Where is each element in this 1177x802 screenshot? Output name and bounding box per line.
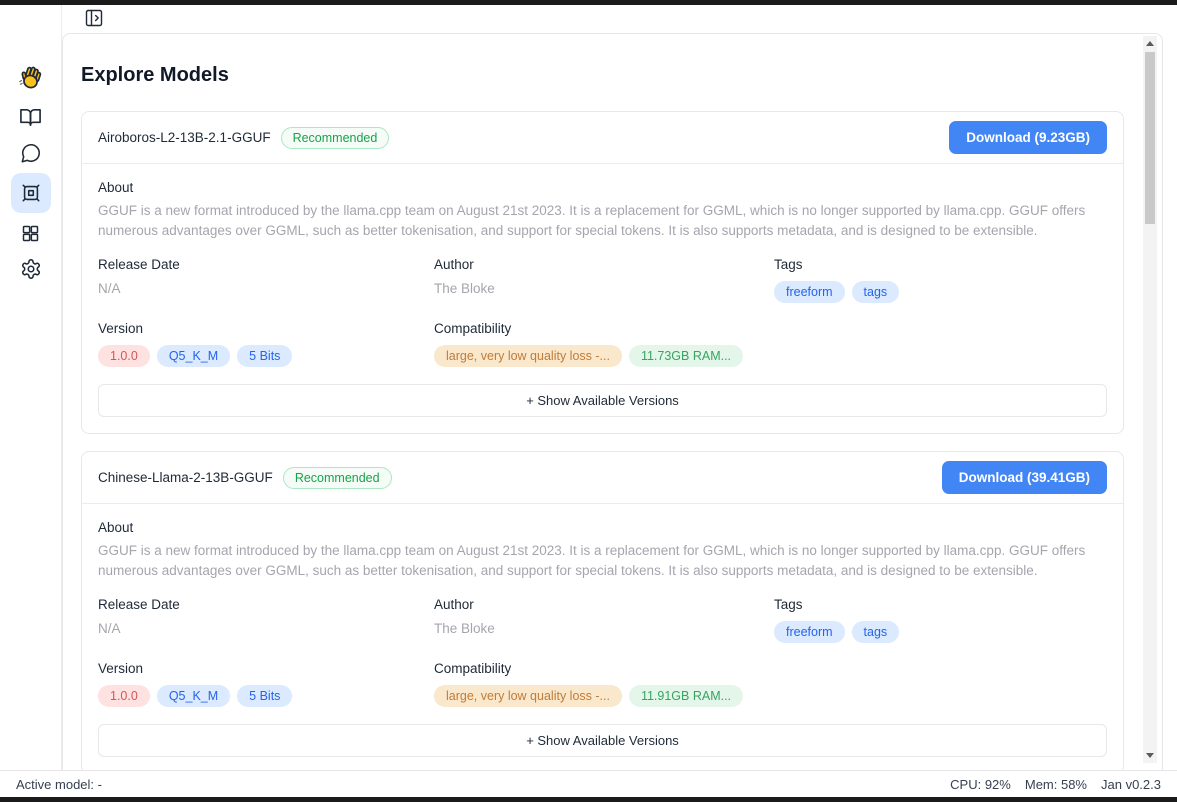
active-model-status: Active model: - bbox=[16, 776, 102, 792]
bits-pill: 5 Bits bbox=[237, 345, 293, 367]
author-value: The Bloke bbox=[434, 621, 495, 636]
recommended-badge: Recommended bbox=[280, 126, 390, 149]
bits-pill: 5 Bits bbox=[237, 685, 293, 707]
quality-pill: large, very low quality loss -... bbox=[434, 345, 622, 367]
scroll-down-arrow-icon[interactable] bbox=[1143, 748, 1157, 763]
collapse-panel-button[interactable] bbox=[84, 8, 104, 28]
about-text: GGUF is a new format introduced by the l… bbox=[98, 543, 1086, 578]
release-date-label: Release Date bbox=[98, 597, 180, 612]
download-button[interactable]: Download (39.41GB) bbox=[941, 461, 1107, 494]
sidebar-item-docs[interactable] bbox=[11, 99, 51, 135]
tag-pill: tags bbox=[851, 281, 900, 303]
ram-pill: 11.73GB RAM... bbox=[628, 345, 744, 367]
tag-pill: tags bbox=[851, 621, 900, 643]
scrollbar-thumb[interactable] bbox=[1145, 52, 1155, 224]
sidebar-item-system-monitor[interactable] bbox=[11, 215, 51, 251]
model-card: Airoboros-L2-13B-2.1-GGUF Recommended Do… bbox=[81, 111, 1124, 434]
status-bar: Active model: - CPU: 92% Mem: 58% Jan v0… bbox=[0, 770, 1177, 797]
bottom-window-strip bbox=[0, 797, 1177, 802]
show-available-versions-button[interactable]: + Show Available Versions bbox=[98, 724, 1107, 757]
scroll-up-arrow-icon[interactable] bbox=[1143, 36, 1157, 51]
quantization-pill: Q5_K_M bbox=[156, 685, 231, 707]
about-text: GGUF is a new format introduced by the l… bbox=[98, 203, 1086, 238]
tags-label: Tags bbox=[774, 257, 803, 272]
quality-pill: large, very low quality loss -... bbox=[434, 685, 622, 707]
grid-icon bbox=[22, 225, 39, 241]
sidebar-item-chat[interactable] bbox=[11, 135, 51, 171]
sidebar-rail bbox=[0, 5, 62, 770]
vertical-scrollbar[interactable] bbox=[1143, 36, 1157, 763]
compatibility-label: Compatibility bbox=[434, 321, 512, 336]
waving-hand-icon bbox=[18, 66, 41, 89]
show-available-versions-button[interactable]: + Show Available Versions bbox=[98, 384, 1107, 417]
author-label: Author bbox=[434, 257, 474, 272]
model-name: Chinese-Llama-2-13B-GGUF bbox=[98, 470, 273, 485]
top-window-strip bbox=[0, 0, 1177, 5]
model-name: Airoboros-L2-13B-2.1-GGUF bbox=[98, 130, 271, 145]
version-pill: 1.0.0 bbox=[98, 685, 150, 707]
sidebar-item-settings[interactable] bbox=[11, 251, 51, 287]
version-pill: 1.0.0 bbox=[98, 345, 150, 367]
gear-icon bbox=[21, 259, 40, 279]
version-label: Version bbox=[98, 321, 144, 336]
release-date-value: N/A bbox=[98, 281, 121, 296]
ram-pill: 11.91GB RAM... bbox=[628, 685, 744, 707]
about-label: About bbox=[98, 180, 134, 195]
author-label: Author bbox=[434, 597, 474, 612]
cpu-usage: CPU: 92% bbox=[950, 776, 1011, 792]
cpu-chip-icon bbox=[22, 184, 39, 202]
quantization-pill: Q5_K_M bbox=[156, 345, 231, 367]
sidebar-item-hub[interactable] bbox=[10, 173, 51, 213]
model-card: Chinese-Llama-2-13B-GGUF Recommended Dow… bbox=[81, 451, 1124, 770]
tag-pill: freeform bbox=[774, 281, 845, 303]
chat-bubble-icon bbox=[21, 143, 40, 163]
panel-expand-icon bbox=[85, 9, 103, 27]
book-open-icon bbox=[20, 108, 41, 126]
sidebar-item-wave[interactable] bbox=[11, 57, 51, 99]
release-date-value: N/A bbox=[98, 621, 121, 636]
recommended-badge: Recommended bbox=[282, 466, 392, 489]
author-value: The Bloke bbox=[434, 281, 495, 296]
tags-label: Tags bbox=[774, 597, 803, 612]
version-label: Version bbox=[98, 661, 144, 676]
about-label: About bbox=[98, 520, 134, 535]
app-version: Jan v0.2.3 bbox=[1101, 776, 1161, 792]
tag-pill: freeform bbox=[774, 621, 845, 643]
hub-panel: Explore Models Airoboros-L2-13B-2.1-GGUF… bbox=[62, 33, 1163, 770]
download-button[interactable]: Download (9.23GB) bbox=[949, 121, 1107, 154]
release-date-label: Release Date bbox=[98, 257, 180, 272]
mem-usage: Mem: 58% bbox=[1024, 776, 1087, 792]
page-title: Explore Models bbox=[81, 64, 229, 86]
compatibility-label: Compatibility bbox=[434, 661, 512, 676]
